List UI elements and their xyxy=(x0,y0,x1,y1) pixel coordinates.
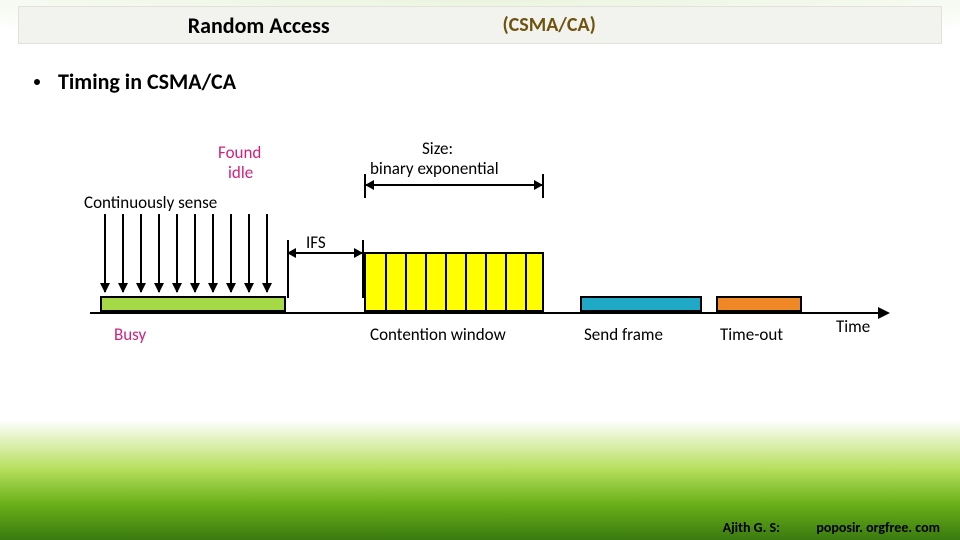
timeline-arrowhead-icon xyxy=(878,307,890,319)
contention-window-block xyxy=(364,252,544,312)
busy-block xyxy=(100,296,286,312)
timeout-block xyxy=(716,296,802,312)
ifs-label: IFS xyxy=(306,232,326,253)
footer-author: Ajith G. S: xyxy=(723,519,780,536)
cw-slot-divider xyxy=(525,254,527,310)
sense-arrow-icon xyxy=(122,214,124,292)
found-idle-label-1: Found xyxy=(218,142,261,163)
title-bar: Random Access (CSMA/CA) xyxy=(18,6,942,44)
sense-arrow-icon xyxy=(104,214,106,292)
bullet-text: Timing in CSMA/CA xyxy=(58,68,236,95)
sense-arrow-icon xyxy=(248,214,250,292)
sense-arrow-icon xyxy=(158,214,160,292)
bullet-dot-icon xyxy=(34,79,40,85)
title-left: Random Access xyxy=(19,12,498,39)
sense-arrow-icon xyxy=(230,214,232,292)
cw-slot-divider xyxy=(485,254,487,310)
cw-slot-divider xyxy=(465,254,467,310)
cw-slot-divider xyxy=(505,254,507,310)
cw-vstop-right xyxy=(542,174,544,198)
found-idle-label-2: idle xyxy=(228,162,253,183)
size-label-1: Size: xyxy=(422,138,453,159)
title-right: (CSMA/CA) xyxy=(498,13,941,37)
sense-arrow-icon xyxy=(176,214,178,292)
size-label-2: binary exponential xyxy=(370,158,499,179)
cw-slot-divider xyxy=(405,254,407,310)
sense-arrow-icon xyxy=(212,214,214,292)
sense-arrow-icon xyxy=(266,214,268,292)
timeline-axis xyxy=(90,312,880,314)
ifs-span xyxy=(288,252,362,254)
cw-slot-divider xyxy=(385,254,387,310)
busy-label: Busy xyxy=(114,324,146,345)
cw-vstop-left xyxy=(364,174,366,198)
send-frame-label: Send frame xyxy=(584,324,663,345)
footer: Ajith G. S: poposir. orgfree. com xyxy=(723,519,940,536)
timeout-label: Time-out xyxy=(720,324,783,345)
cont-sense-label: Continuously sense xyxy=(84,192,217,213)
sense-arrow-icon xyxy=(140,214,142,292)
contention-window-label: Contention window xyxy=(370,324,506,345)
timing-diagram: Busy Found idle Continuously sense IFS S… xyxy=(90,120,890,400)
time-axis-label: Time xyxy=(836,316,870,337)
footer-site: poposir. orgfree. com xyxy=(816,519,940,536)
cw-slot-divider xyxy=(425,254,427,310)
cw-slot-divider xyxy=(445,254,447,310)
send-frame-block xyxy=(580,296,702,312)
cw-size-span xyxy=(366,184,542,186)
sense-arrow-icon xyxy=(194,214,196,292)
ifs-vstop-left xyxy=(287,240,289,298)
bullet-line: Timing in CSMA/CA xyxy=(34,68,236,95)
